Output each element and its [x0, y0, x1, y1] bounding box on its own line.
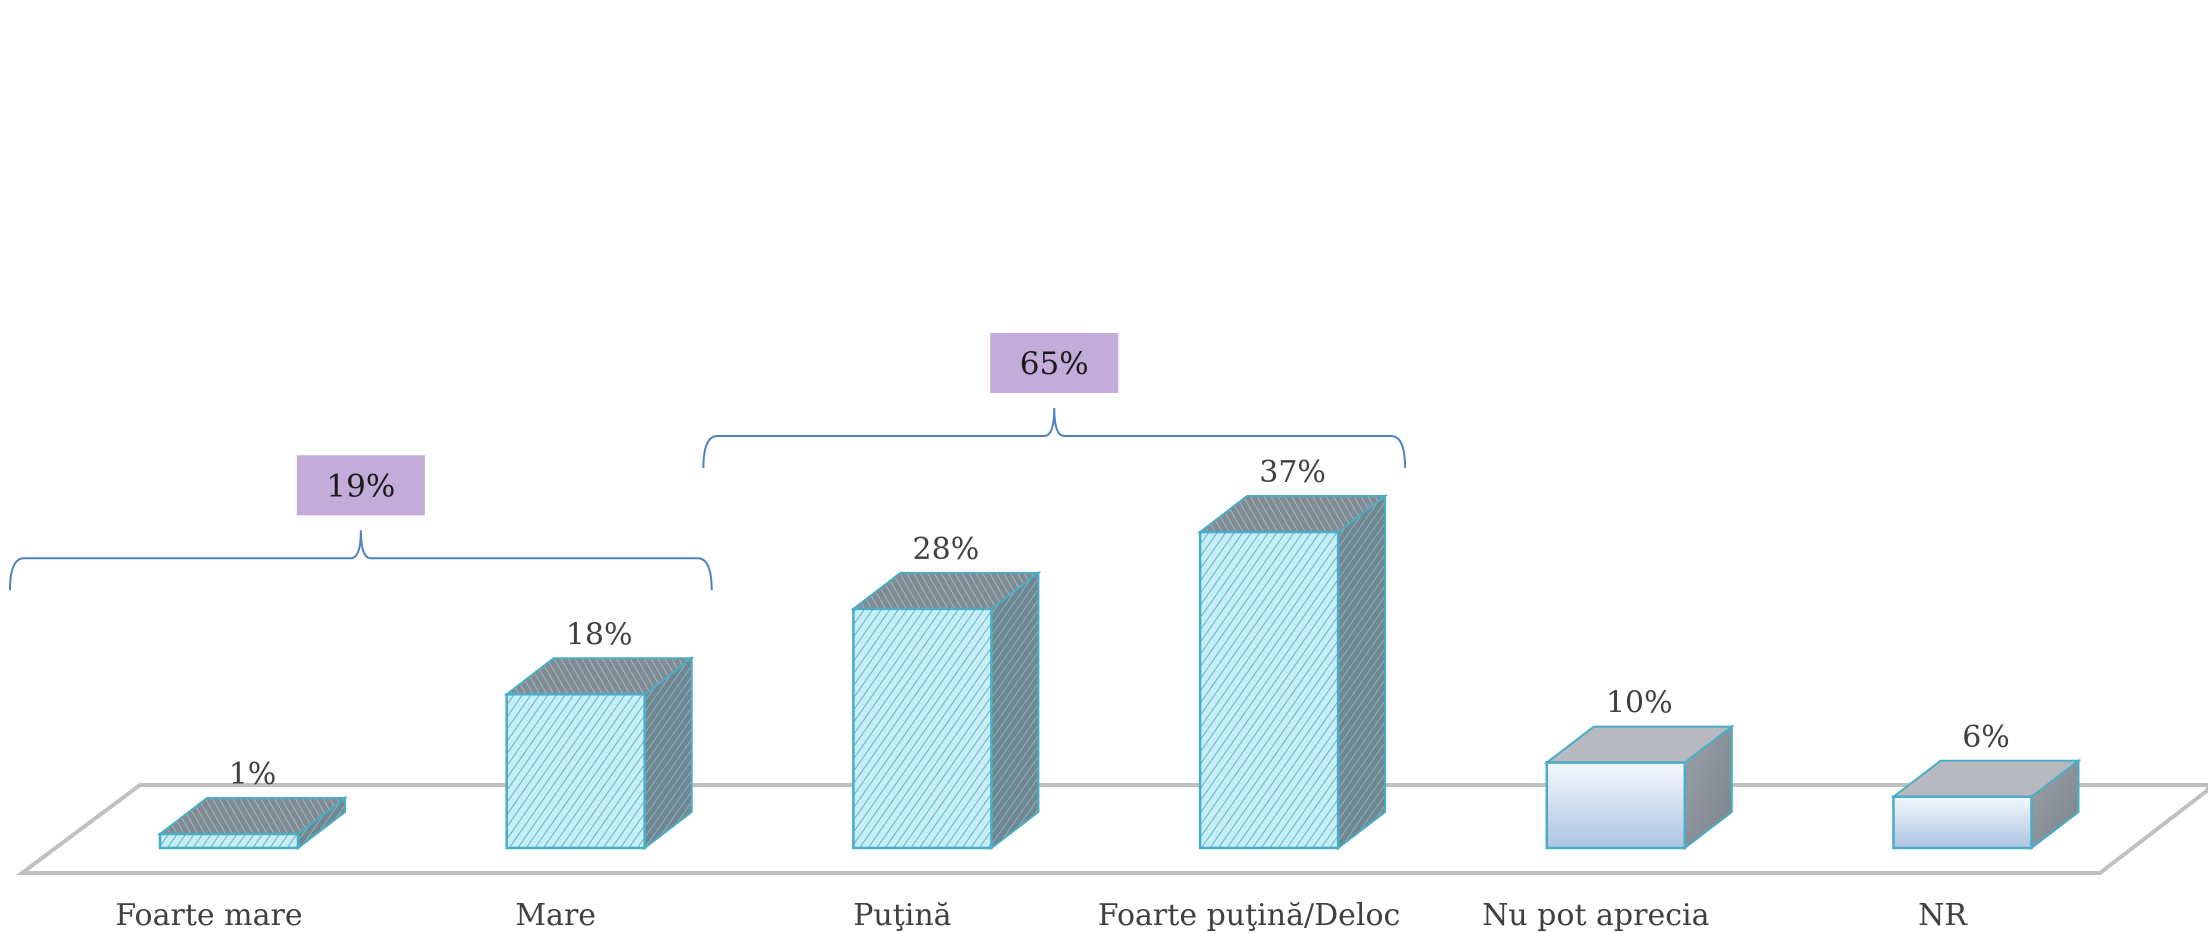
- category-label-6: NR: [1918, 898, 1968, 933]
- bars-layer: 1% 18% 28% 37% 10% 6%: [157, 455, 2082, 851]
- brace-path: [9, 530, 713, 591]
- bar-2: [503, 656, 695, 851]
- bar-side-face: [1337, 493, 1387, 851]
- chart-floor: [15, 783, 2208, 875]
- category-label-4: Foarte puţină/Deloc: [1098, 898, 1401, 933]
- value-label-4: 37%: [1259, 455, 1326, 490]
- bar-front-face: [1198, 530, 1340, 850]
- group-bracket-1: 19%: [9, 455, 713, 591]
- value-label-6: 6%: [1962, 720, 2010, 755]
- group-total-box: [296, 455, 425, 516]
- bar-front-face: [505, 693, 646, 850]
- group-total-label: 65%: [1020, 346, 1089, 382]
- bar-5: [1543, 724, 1735, 851]
- bar-front-face: [158, 832, 300, 850]
- bar-front-face: [1892, 795, 2033, 850]
- category-label-1: Foarte mare: [115, 898, 302, 933]
- group-bracket-2: 65%: [702, 333, 1407, 469]
- category-label-5: Nu pot aprecia: [1482, 898, 1710, 933]
- bar-3: [850, 570, 1042, 851]
- bar-4: [1197, 493, 1389, 851]
- group-total-label: 19%: [326, 468, 395, 504]
- category-label-2: Mare: [515, 898, 596, 933]
- value-label-2: 18%: [566, 617, 633, 652]
- value-label-1: 1%: [229, 757, 277, 792]
- bar-side-face: [990, 570, 1040, 851]
- bar-front-face: [852, 607, 993, 850]
- value-label-5: 10%: [1606, 686, 1673, 721]
- category-label-3: Puţină: [853, 898, 951, 933]
- bar-front-face: [1545, 761, 1687, 850]
- value-label-3: 28%: [913, 532, 980, 567]
- bar-6: [1890, 758, 2082, 851]
- group-total-box: [990, 333, 1119, 394]
- brace-path: [702, 408, 1407, 469]
- group-brackets-layer: 19% 65%: [9, 333, 1407, 591]
- category-labels-layer: Foarte mare Mare Puţină Foarte puţină/Deloc…: [115, 898, 1968, 933]
- bar-1: [157, 795, 348, 851]
